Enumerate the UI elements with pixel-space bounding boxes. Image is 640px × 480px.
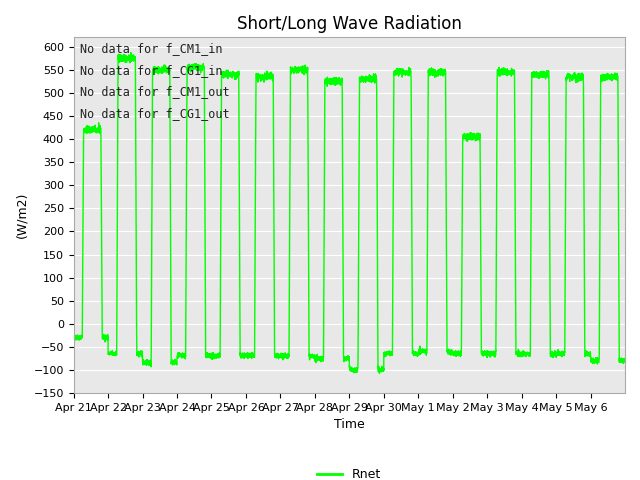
Text: No data for f_CM1_in: No data for f_CM1_in: [80, 42, 223, 55]
Text: No data for f_CG1_out: No data for f_CG1_out: [80, 107, 230, 120]
Text: No data for f_CM1_out: No data for f_CM1_out: [80, 85, 230, 98]
Title: Short/Long Wave Radiation: Short/Long Wave Radiation: [237, 15, 462, 33]
Text: No data for f_CG1_in: No data for f_CG1_in: [80, 64, 223, 77]
X-axis label: Time: Time: [334, 419, 365, 432]
Legend: Rnet: Rnet: [312, 464, 387, 480]
Y-axis label: (W/m2): (W/m2): [15, 192, 28, 239]
